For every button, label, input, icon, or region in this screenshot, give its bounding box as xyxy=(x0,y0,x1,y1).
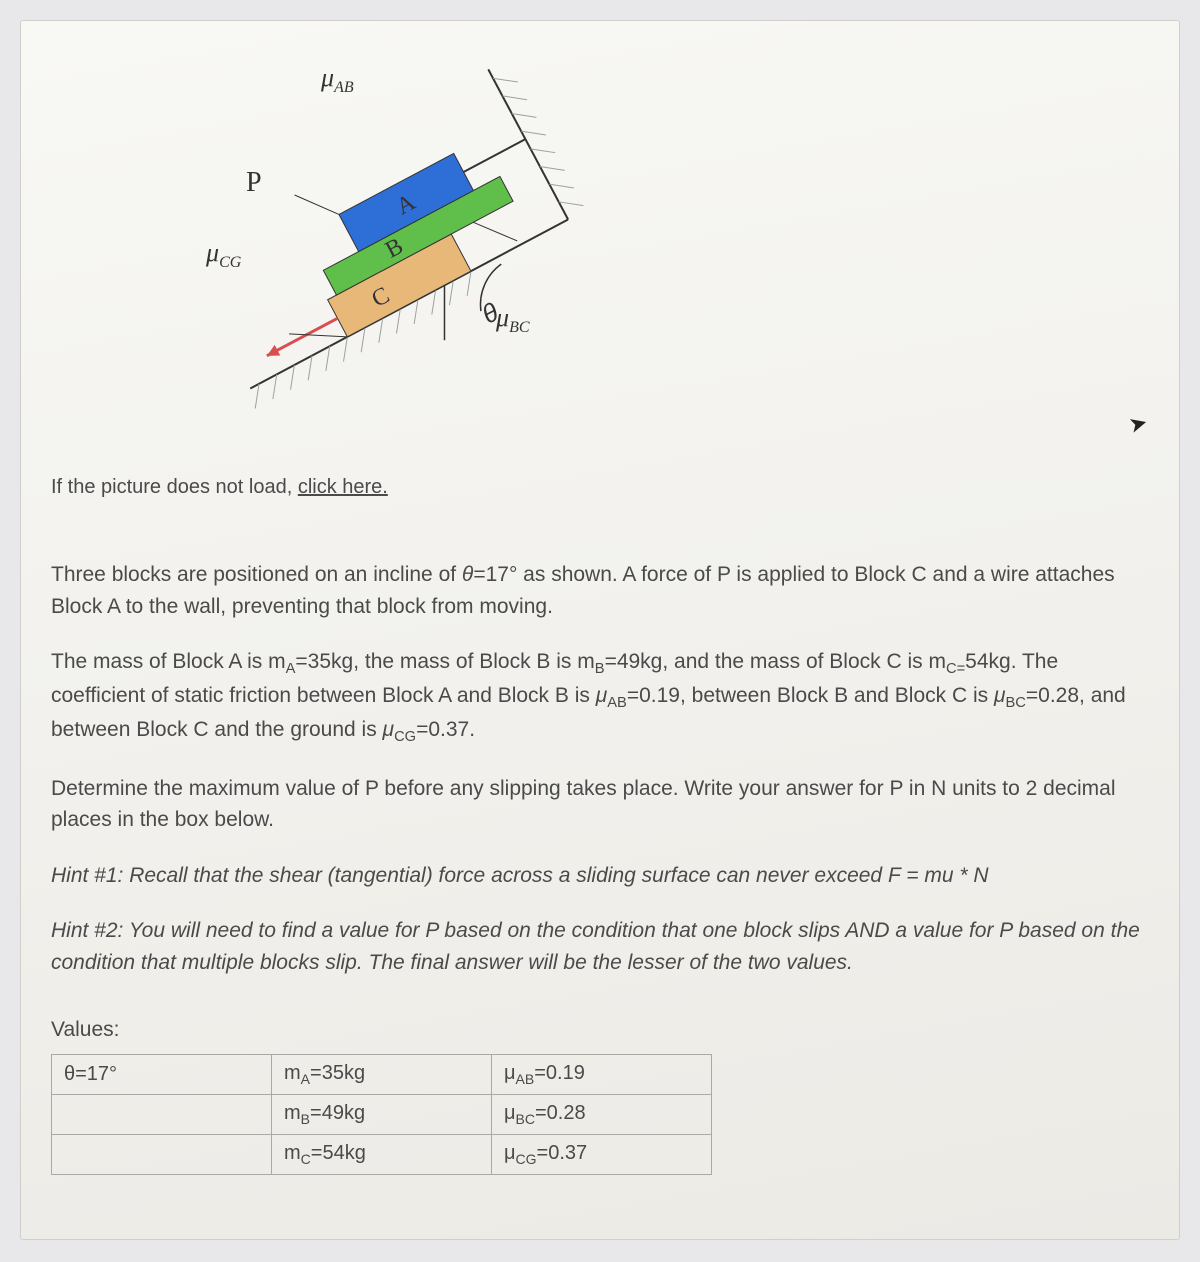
table-cell: mA=35kg xyxy=(272,1055,492,1095)
table-cell: mC=54kg xyxy=(272,1135,492,1175)
mu-bc-label: μBC xyxy=(495,303,530,336)
paragraph-1: Three blocks are positioned on an inclin… xyxy=(51,559,1149,622)
table-cell: mB=49kg xyxy=(272,1095,492,1135)
table-cell: θ=17° xyxy=(52,1055,272,1095)
problem-sheet: θ C B A xyxy=(20,20,1180,1240)
table-cell: μBC=0.28 xyxy=(492,1095,712,1135)
mu-ab-label: μAB xyxy=(320,63,354,96)
table-row: θ=17°mA=35kgμAB=0.19 xyxy=(52,1055,712,1095)
table-row: mB=49kgμBC=0.28 xyxy=(52,1095,712,1135)
table-cell: μCG=0.37 xyxy=(492,1135,712,1175)
table-cell: μAB=0.19 xyxy=(492,1055,712,1095)
values-heading: Values: xyxy=(51,1018,1149,1042)
table-cell xyxy=(52,1095,272,1135)
paragraph-3: Determine the maximum value of P before … xyxy=(51,773,1149,836)
hint-1: Hint #1: Recall that the shear (tangenti… xyxy=(51,860,1149,892)
click-here-link[interactable]: click here. xyxy=(298,476,388,498)
incline-diagram: θ C B A xyxy=(131,51,631,431)
table-row: mC=54kgμCG=0.37 xyxy=(52,1135,712,1175)
p-label: P xyxy=(246,167,262,198)
paragraph-2: The mass of Block A is mA=35kg, the mass… xyxy=(51,646,1149,749)
no-load-text: If the picture does not load, click here… xyxy=(51,476,1149,499)
table-cell xyxy=(52,1135,272,1175)
mu-cg-label: μCG xyxy=(205,238,242,271)
values-table: θ=17°mA=35kgμAB=0.19mB=49kgμBC=0.28mC=54… xyxy=(51,1054,712,1175)
hint-2: Hint #2: You will need to find a value f… xyxy=(51,915,1149,978)
cursor-icon: ➤ xyxy=(1126,409,1151,439)
